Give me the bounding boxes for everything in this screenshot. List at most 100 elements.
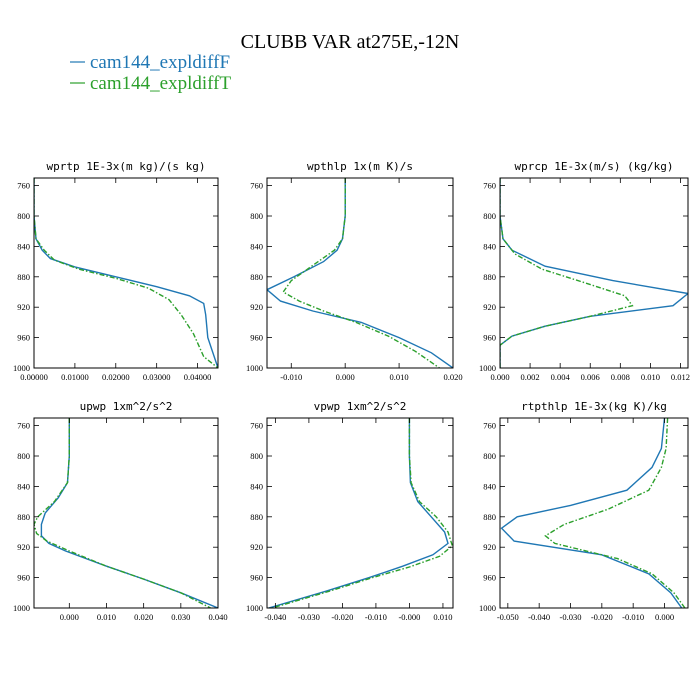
panel-title: wprtp 1E-3x(m kg)/(s kg) — [47, 160, 206, 173]
x-tick-label: -0.020 — [331, 612, 353, 622]
x-tick-label: 0.012 — [671, 372, 690, 382]
series-line-expldiffF — [267, 178, 453, 368]
x-tick-label: 0.000 — [655, 612, 674, 622]
y-tick-label: 760 — [250, 181, 263, 191]
y-tick-label: 920 — [17, 302, 30, 312]
y-tick-label: 840 — [17, 481, 30, 491]
y-tick-label: 920 — [483, 542, 496, 552]
x-tick-label: -0.030 — [560, 612, 582, 622]
x-tick-label: 0.040 — [208, 612, 227, 622]
series-line-expldiffF — [34, 178, 218, 368]
y-tick-label: 1000 — [13, 363, 30, 373]
x-tick-label: -0.000 — [398, 612, 420, 622]
y-tick-label: 960 — [250, 333, 263, 343]
x-tick-label: -0.010 — [622, 612, 644, 622]
x-tick-label: 0.010 — [641, 372, 660, 382]
legend-label-expldiffF: cam144_expldiffF — [90, 52, 230, 73]
panel-4: upwp 1xm^2/s^2 760 800 840 880 920 960 1000 0.00… — [13, 400, 228, 622]
y-tick-label: 760 — [17, 421, 30, 431]
y-tick-label: 760 — [483, 421, 496, 431]
x-tick-label: 0.010 — [390, 372, 409, 382]
panel-5: vpwp 1xm^2/s^27608008408809209601000-0.0… — [246, 400, 454, 622]
x-tick-label: 0.000 — [490, 372, 509, 382]
x-tick-label: 0.000 — [60, 612, 79, 622]
y-tick-label: 880 — [250, 272, 263, 282]
x-tick-label: 0.008 — [611, 372, 630, 382]
panel-title: upwp 1xm^2/s^2 — [80, 400, 173, 413]
x-tick-label: 0.03000 — [143, 372, 171, 382]
x-tick-label: 0.02000 — [102, 372, 130, 382]
plot-frame — [499, 417, 689, 609]
y-tick-label: 880 — [17, 512, 30, 522]
y-tick-label: 920 — [250, 302, 263, 312]
plot-frame — [266, 417, 454, 609]
panel-title: wpthlp 1x(m K)/s — [307, 160, 413, 173]
x-tick-label: -0.040 — [264, 612, 286, 622]
series-line-expldiffF — [268, 418, 449, 608]
y-tick-label: 800 — [17, 211, 30, 221]
series-line-expldiffF — [500, 178, 688, 368]
y-tick-label: 1000 — [479, 603, 496, 613]
y-tick-label: 920 — [250, 542, 263, 552]
series-line-expldiffT — [544, 418, 686, 608]
x-tick-label: 0.000 — [336, 372, 355, 382]
x-tick-label: -0.050 — [497, 612, 519, 622]
plot-frame — [499, 177, 689, 369]
y-tick-label: 800 — [483, 211, 496, 221]
y-tick-label: 960 — [17, 333, 30, 343]
y-tick-label: 880 — [483, 272, 496, 282]
x-tick-label: 0.020 — [443, 372, 462, 382]
x-tick-label: -0.010 — [365, 612, 387, 622]
series-line-expldiffT — [34, 418, 211, 608]
y-tick-label: 920 — [17, 542, 30, 552]
y-tick-label: 1000 — [13, 603, 30, 613]
panel-3: wprcp 1E-3x(m/s) (kg/kg) 760 800 840 880 920 9… — [479, 160, 690, 382]
x-tick-label: -0.020 — [591, 612, 613, 622]
plot-frame — [33, 417, 219, 609]
x-tick-label: 0.00000 — [20, 372, 48, 382]
x-tick-label: 0.010 — [433, 612, 452, 622]
y-tick-label: 760 — [17, 181, 30, 191]
x-tick-label: 0.006 — [581, 372, 600, 382]
x-tick-label: 0.002 — [521, 372, 540, 382]
y-tick-label: 880 — [250, 512, 263, 522]
panel-1: wprtp 1E-3x(m kg)/(s kg) 760 800 840 880 920 9… — [13, 160, 219, 382]
series-line-expldiffF — [40, 418, 218, 608]
series-line-expldiffT — [282, 178, 440, 368]
y-tick-label: 800 — [17, 451, 30, 461]
y-tick-label: 800 — [483, 451, 496, 461]
x-tick-label: 0.020 — [134, 612, 153, 622]
y-tick-label: 960 — [250, 573, 263, 583]
panel-title: vpwp 1xm^2/s^2 — [314, 400, 407, 413]
y-tick-label: 840 — [17, 241, 30, 251]
series-line-expldiffT — [500, 178, 634, 368]
plot-frame — [33, 177, 219, 369]
y-tick-label: 880 — [17, 272, 30, 282]
x-tick-label: -0.040 — [528, 612, 550, 622]
legend: cam144_expldiffF cam144_expldiffT — [70, 52, 231, 94]
panel-title: rtpthlp 1E-3x(kg K)/kg — [521, 400, 667, 413]
x-tick-label: -0.010 — [280, 372, 302, 382]
y-tick-label: 880 — [483, 512, 496, 522]
legend-label-expldiffT: cam144_expldiffT — [90, 73, 231, 94]
panels: wprtp 1E-3x(m kg)/(s kg) 760 800 840 880 920 9… — [13, 160, 690, 622]
y-tick-label: 760 — [250, 421, 263, 431]
x-tick-label: 0.01000 — [61, 372, 89, 382]
y-tick-label: 1000 — [479, 363, 496, 373]
y-tick-label: 840 — [483, 481, 496, 491]
figure-title: CLUBB VAR at275E,-12N — [241, 31, 460, 53]
series-line-expldiffF — [500, 418, 683, 608]
y-tick-label: 960 — [17, 573, 30, 583]
panel-title: wprcp 1E-3x(m/s) (kg/kg) — [515, 160, 674, 173]
y-tick-label: 1000 — [246, 603, 263, 613]
plot-frame — [266, 177, 454, 369]
panel-6: rtpthlp 1E-3x(kg K)/kg 760 800 840 880 920 960… — [479, 400, 689, 622]
x-tick-label: -0.030 — [298, 612, 320, 622]
y-tick-label: 840 — [250, 481, 263, 491]
y-tick-label: 920 — [483, 302, 496, 312]
x-tick-label: 0.004 — [551, 372, 571, 382]
y-tick-label: 840 — [483, 241, 496, 251]
x-tick-label: 0.010 — [97, 612, 116, 622]
panel-2: wpthlp 1x(m K)/s 760 800 840 880 920 960 1000 -0… — [246, 160, 463, 382]
y-tick-label: 960 — [483, 573, 496, 583]
